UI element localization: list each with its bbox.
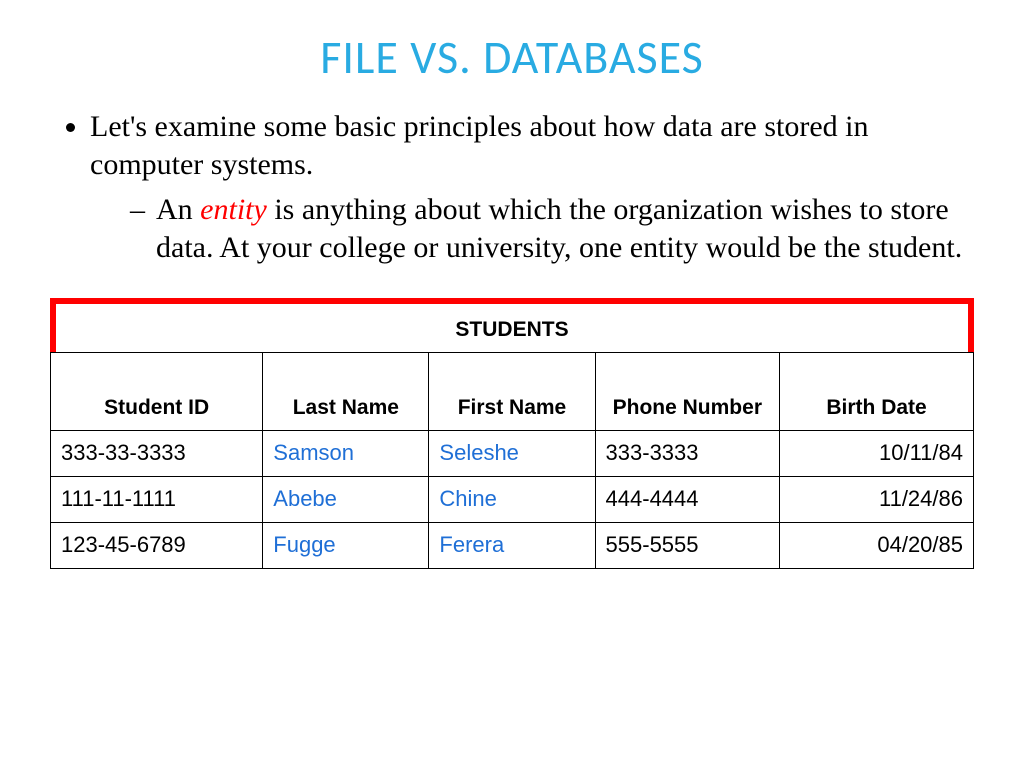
bullet-main: Let's examine some basic principles abou… [90, 108, 974, 268]
bullet-list: Let's examine some basic principles abou… [50, 108, 974, 268]
cell-first: Seleshe [429, 430, 595, 476]
table-body: 333-33-3333 Samson Seleshe 333-3333 10/1… [51, 430, 974, 568]
students-table-wrap: STUDENTS Student ID Last Name First Name… [50, 298, 974, 569]
cell-birth: 11/24/86 [780, 476, 974, 522]
col-header-id: Student ID [51, 352, 263, 430]
cell-id: 111-11-1111 [51, 476, 263, 522]
cell-phone: 333-3333 [595, 430, 780, 476]
cell-last: Fugge [263, 522, 429, 568]
table-title: STUDENTS [455, 318, 568, 341]
cell-last: Samson [263, 430, 429, 476]
cell-birth: 04/20/85 [780, 522, 974, 568]
col-header-birth: Birth Date [780, 352, 974, 430]
sub-pre: An [156, 193, 200, 226]
cell-birth: 10/11/84 [780, 430, 974, 476]
bullet-main-text: Let's examine some basic principles abou… [90, 110, 869, 181]
sub-bullet: An entity is anything about which the or… [130, 191, 974, 268]
sub-bullet-list: An entity is anything about which the or… [90, 191, 974, 268]
cell-phone: 444-4444 [595, 476, 780, 522]
cell-first: Ferera [429, 522, 595, 568]
cell-last: Abebe [263, 476, 429, 522]
table-row: 333-33-3333 Samson Seleshe 333-3333 10/1… [51, 430, 974, 476]
col-header-phone: Phone Number [595, 352, 780, 430]
table-header-row: Student ID Last Name First Name Phone Nu… [51, 352, 974, 430]
cell-phone: 555-5555 [595, 522, 780, 568]
table-title-box: STUDENTS [50, 298, 974, 352]
students-table: Student ID Last Name First Name Phone Nu… [50, 352, 974, 569]
col-header-last: Last Name [263, 352, 429, 430]
cell-id: 123-45-6789 [51, 522, 263, 568]
cell-first: Chine [429, 476, 595, 522]
page-title: FILE VS. DATABASES [50, 30, 974, 86]
table-row: 123-45-6789 Fugge Ferera 555-5555 04/20/… [51, 522, 974, 568]
table-row: 111-11-1111 Abebe Chine 444-4444 11/24/8… [51, 476, 974, 522]
entity-highlight: entity [200, 193, 267, 226]
cell-id: 333-33-3333 [51, 430, 263, 476]
sub-post: is anything about which the organization… [156, 193, 962, 264]
col-header-first: First Name [429, 352, 595, 430]
slide: FILE VS. DATABASES Let's examine some ba… [0, 0, 1024, 768]
